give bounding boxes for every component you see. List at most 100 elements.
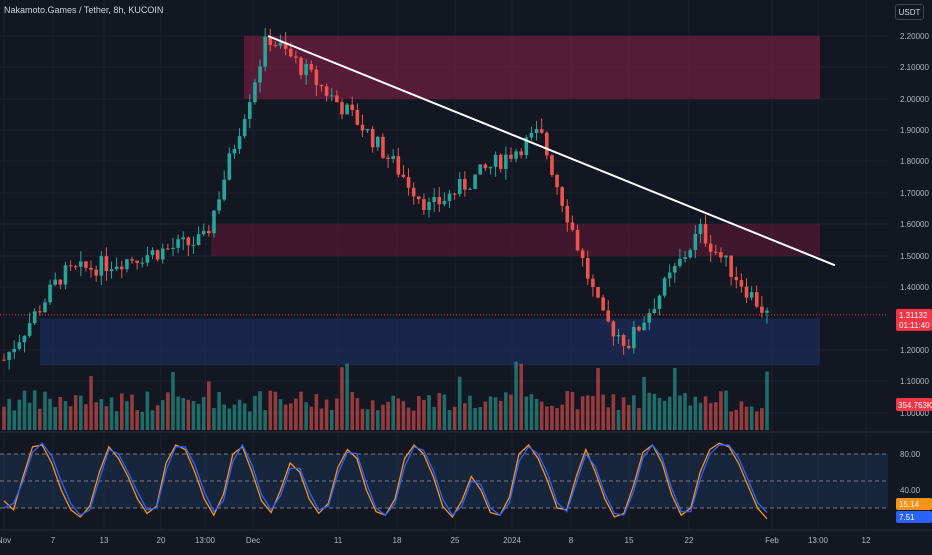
candle — [765, 307, 769, 324]
candle-body — [632, 326, 636, 349]
volume-bar — [63, 401, 68, 430]
candle — [94, 265, 98, 282]
candle — [596, 286, 600, 299]
candle — [545, 131, 549, 160]
volume-bar — [304, 402, 308, 430]
candle-body — [176, 239, 180, 248]
volume-bar — [376, 410, 380, 430]
candle — [376, 135, 380, 152]
candle-body — [524, 137, 529, 156]
volume-bar — [437, 392, 442, 430]
candle-body — [109, 269, 114, 271]
zone-supply-upper — [244, 36, 820, 99]
candle — [673, 262, 677, 283]
candle-body — [381, 136, 385, 158]
candle — [63, 261, 68, 290]
candle — [606, 300, 611, 323]
time-tick-label: 11 — [334, 536, 343, 545]
stoch-tick-label: 80.00 — [900, 450, 921, 459]
volume-bar — [242, 403, 247, 430]
candle — [749, 286, 754, 301]
candle-body — [734, 276, 739, 281]
volume-bar — [580, 396, 585, 430]
candle-body — [242, 118, 247, 137]
volume-bar — [273, 391, 278, 430]
time-tick-label: 13:00 — [195, 536, 216, 545]
candle — [2, 353, 6, 362]
candle-body — [555, 174, 559, 188]
candle-body — [463, 179, 467, 190]
time-tick-label: 8 — [569, 536, 574, 545]
candle-body — [335, 95, 339, 103]
price-tag-value: 1.31132 — [899, 311, 928, 320]
volume-bar — [760, 408, 764, 430]
candle-body — [43, 302, 47, 313]
candle-body — [545, 132, 549, 156]
volume-bar — [79, 395, 83, 430]
candle — [196, 226, 201, 246]
candle-body — [724, 255, 728, 258]
volume-bar — [693, 396, 698, 430]
time-tick-label: 22 — [685, 536, 694, 545]
volume-bar — [94, 402, 98, 430]
candle-body — [468, 188, 472, 190]
candle — [683, 250, 687, 263]
candle-body — [145, 255, 150, 263]
volume-bar — [667, 396, 672, 430]
volume-bar — [708, 403, 713, 430]
candle — [483, 163, 488, 172]
candle — [652, 298, 657, 314]
candle — [616, 329, 621, 344]
candle — [109, 261, 114, 279]
candle — [468, 187, 472, 190]
stoch-tick-label: 40.00 — [900, 486, 921, 495]
volume-bar — [58, 397, 63, 430]
candle — [708, 234, 713, 262]
volume-bar — [765, 371, 769, 430]
candle — [140, 257, 145, 268]
candle-body — [534, 129, 539, 134]
candle-body — [278, 42, 283, 46]
volume-bar — [166, 392, 170, 430]
candle — [370, 126, 375, 153]
candle — [626, 339, 631, 350]
price-tick-label: 2.20000 — [900, 32, 929, 41]
candle-body — [437, 197, 442, 205]
volume-bar — [416, 396, 421, 430]
candle — [411, 182, 416, 205]
candle — [539, 118, 544, 134]
zone-demand — [40, 318, 820, 366]
volume-bar — [662, 400, 667, 430]
volume-bar — [565, 391, 570, 430]
candle — [248, 94, 252, 129]
price-tick-label: 1.90000 — [900, 126, 929, 135]
candle-body — [565, 205, 570, 223]
candle-body — [237, 136, 242, 149]
candle — [150, 247, 155, 260]
candle — [493, 151, 498, 177]
volume-bar — [606, 407, 611, 430]
time-tick-label: 15 — [625, 536, 634, 545]
candle-body — [370, 129, 375, 148]
candle — [360, 114, 365, 137]
volume-bar — [217, 392, 221, 430]
stoch-d-line — [3, 442, 768, 517]
currency-button[interactable]: USDT — [895, 4, 924, 20]
candle — [329, 88, 334, 102]
volume-bar — [278, 399, 283, 430]
volume-bar — [739, 401, 744, 430]
candle — [84, 261, 88, 272]
time-tick-label: 7 — [51, 536, 56, 545]
candle-body — [698, 224, 703, 234]
candle-body — [319, 84, 324, 87]
candle — [637, 325, 641, 332]
volume-bar — [288, 403, 293, 430]
volume-bar — [647, 392, 652, 430]
candle-body — [32, 311, 37, 324]
price-tick-label: 2.10000 — [900, 63, 929, 72]
volume-bar — [360, 408, 365, 430]
volume-bar — [411, 410, 416, 430]
candle-body — [248, 102, 252, 119]
